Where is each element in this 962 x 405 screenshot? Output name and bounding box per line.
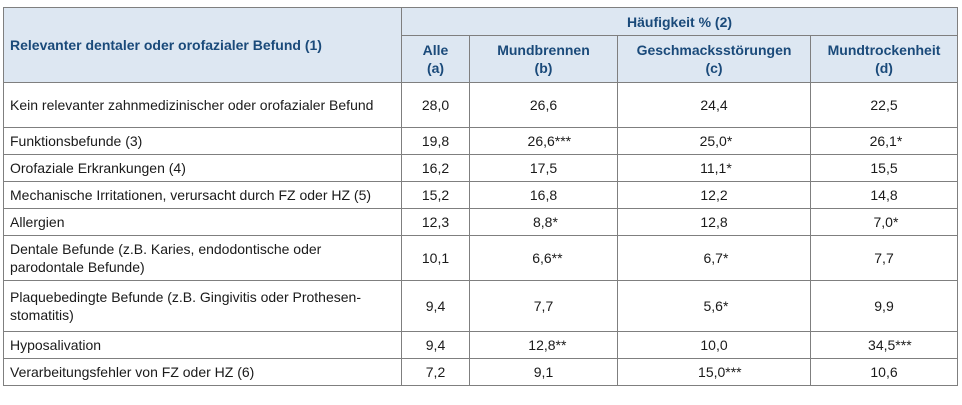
table-row: Verarbeitungsfehler von FZ oder HZ (6) 7… (3, 358, 959, 386)
column-name: Alle (422, 42, 449, 58)
column-code: (b) (534, 60, 553, 76)
cell-value: 24,4 (617, 82, 811, 128)
cell-value: 8,8* (469, 208, 618, 236)
cell-value: 15,2 (401, 181, 470, 209)
cell-value: 7,0* (809, 208, 959, 236)
column-name: Geschmacksstörungen (636, 42, 792, 58)
cell-value: 25,0* (617, 127, 811, 155)
cell-value: 26,6 (469, 82, 618, 128)
findings-table: Relevanter dentaler oder orofazialer Bef… (3, 7, 959, 386)
cell-value: 7,2 (401, 358, 470, 386)
column-header-mundtrockenheit: Mundtrockenheit (d) (809, 35, 959, 83)
cell-value: 9,1 (469, 358, 618, 386)
cell-value: 7,7 (809, 235, 959, 281)
cell-value: 12,2 (617, 181, 811, 209)
column-code: (d) (875, 60, 893, 76)
table-row: Dentale Befunde (z.B. Karies, endodontis… (3, 235, 959, 281)
row-label: Funktionsbefunde (3) (3, 127, 402, 155)
table-row: Allergien 12,3 8,8* 12,8 7,0* (3, 208, 959, 236)
table-row: Plaquebedingte Befunde (z.B. Gingivitis … (3, 280, 959, 332)
cell-value: 6,6** (469, 235, 618, 281)
cell-value: 14,8 (809, 181, 959, 209)
group-header: Häufigkeit % (2) (400, 7, 959, 36)
row-label: Verarbeitungsfehler von FZ oder HZ (6) (3, 358, 402, 386)
column-name: Mundbrennen (497, 42, 590, 58)
cell-value: 9,4 (401, 331, 470, 359)
column-code: (a) (426, 60, 445, 76)
cell-value: 12,8 (617, 208, 811, 236)
row-label: Hyposalivation (3, 331, 402, 359)
row-label: Plaquebedingte Befunde (z.B. Gingivitis … (3, 280, 402, 332)
row-label: Allergien (3, 208, 402, 236)
column-code: (c) (705, 60, 723, 76)
cell-value: 17,5 (469, 154, 618, 182)
cell-value: 5,6* (617, 280, 811, 332)
cell-value: 10,0 (617, 331, 811, 359)
cell-value: 28,0 (401, 82, 470, 128)
column-name: Mundtrockenheit (827, 42, 941, 58)
cell-value: 15,5 (809, 154, 959, 182)
row-label: Kein relevanter zahnmedizinischer oder o… (3, 82, 402, 128)
row-label: Dentale Befunde (z.B. Karies, endodontis… (3, 235, 402, 281)
cell-value: 12,3 (401, 208, 470, 236)
cell-value: 26,6*** (469, 127, 618, 155)
cell-value: 19,8 (401, 127, 470, 155)
cell-value: 7,7 (469, 280, 618, 332)
cell-value: 10,1 (401, 235, 470, 281)
cell-value: 11,1* (617, 154, 811, 182)
column-header-mundbrennen: Mundbrennen (b) (469, 35, 618, 83)
column-header-all: Alle (a) (401, 35, 470, 83)
cell-value: 16,8 (469, 181, 618, 209)
cell-value: 15,0*** (617, 358, 811, 386)
table-row: Orofaziale Erkrankungen (4) 16,2 17,5 11… (3, 154, 959, 182)
cell-value: 9,9 (809, 280, 959, 332)
table-row: Hyposalivation 9,4 12,8** 10,0 34,5*** (3, 331, 959, 359)
column-header-geschmacksstoerungen: Geschmacksstörungen (c) (617, 35, 811, 83)
table-row: Funktionsbefunde (3) 19,8 26,6*** 25,0* … (3, 127, 959, 155)
cell-value: 6,7* (617, 235, 811, 281)
row-label: Mechanische Irritationen, verursacht dur… (3, 181, 402, 209)
cell-value: 12,8** (469, 331, 618, 359)
cell-value: 34,5*** (809, 331, 959, 359)
cell-value: 22,5 (809, 82, 959, 128)
table-row: Kein relevanter zahnmedizinischer oder o… (3, 82, 959, 128)
table-row: Mechanische Irritationen, verursacht dur… (3, 181, 959, 209)
cell-value: 16,2 (401, 154, 470, 182)
cell-value: 26,1* (809, 127, 959, 155)
cell-value: 10,6 (809, 358, 959, 386)
cell-value: 9,4 (401, 280, 470, 332)
row-header: Relevanter dentaler oder orofazialer Bef… (3, 7, 402, 83)
row-label: Orofaziale Erkrankungen (4) (3, 154, 402, 182)
